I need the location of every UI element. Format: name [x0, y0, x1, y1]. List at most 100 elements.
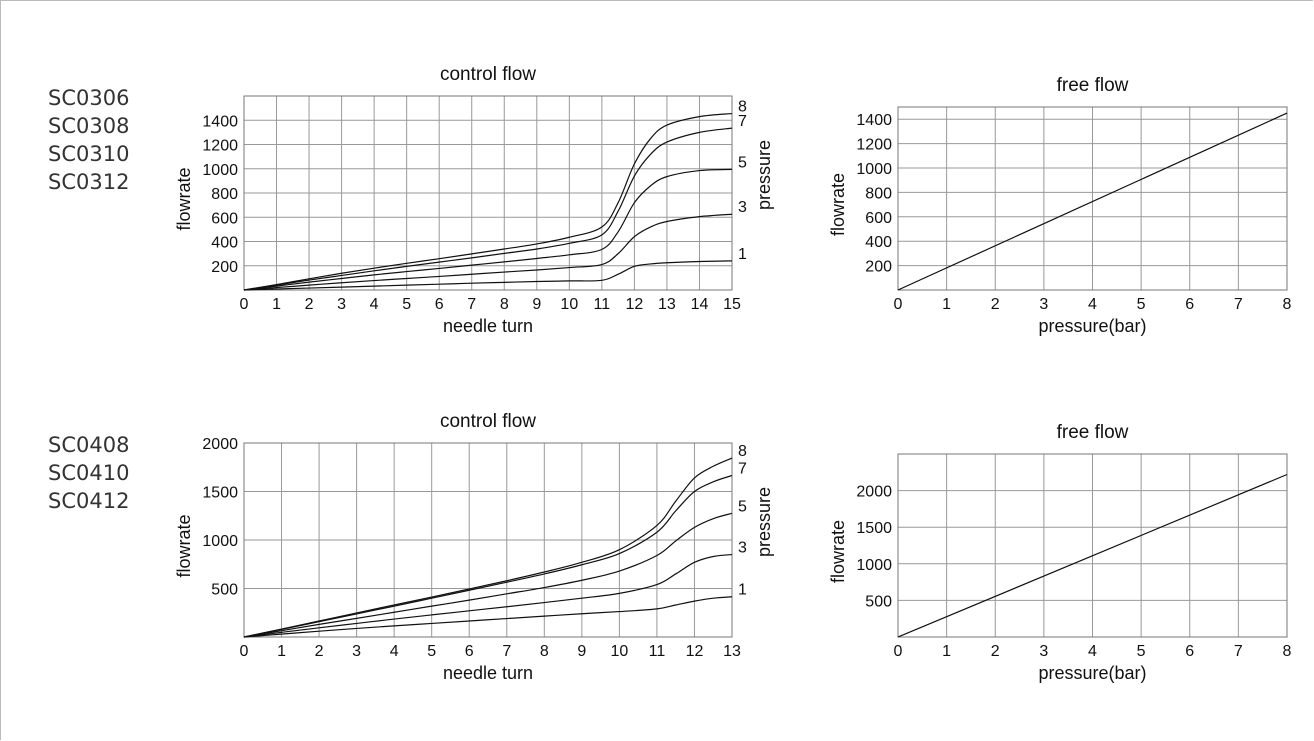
model-label: SC0306 [48, 86, 130, 110]
series-line [243, 213, 733, 291]
series-line [243, 127, 733, 291]
y-tick-label: 400 [865, 234, 892, 251]
y-tick-label: 1500 [856, 520, 892, 537]
x-tick-label: 6 [1185, 296, 1194, 313]
x-tick-label: 14 [691, 296, 709, 313]
model-list-2: SC0408 SC0410 SC0412 [48, 431, 129, 515]
x-tick-label: 13 [723, 643, 741, 660]
series-line [243, 168, 733, 291]
y-tick-label: 1200 [856, 137, 892, 154]
x-tick-label: 8 [540, 643, 549, 660]
x-tick-label: 3 [352, 643, 361, 660]
chart-title: control flow [440, 411, 536, 432]
series-label: 5 [738, 498, 747, 515]
y-tick-label: 1200 [202, 138, 238, 155]
model-list-1: SC0306 SC0308 SC0310 SC0312 [48, 84, 129, 196]
series-line [243, 260, 733, 291]
x-tick-label: 4 [390, 643, 399, 660]
y-tick-label: 2000 [856, 484, 892, 501]
plot-frame [243, 95, 733, 291]
x-tick-label: 13 [658, 296, 676, 313]
grid [243, 442, 733, 637]
chart-title: free flow [1057, 422, 1129, 443]
y-tick-label: 200 [865, 259, 892, 276]
x-tick-label: 15 [723, 296, 741, 313]
series-label: 3 [738, 540, 747, 557]
x-tick-label: 1 [277, 643, 286, 660]
plot-frame [897, 453, 1288, 638]
x-tick-label: 4 [1088, 296, 1097, 313]
x-tick-label: 3 [1039, 296, 1048, 313]
series-label: 1 [738, 582, 747, 599]
series-label: 8 [738, 99, 747, 116]
y-tick-label: 1500 [202, 485, 238, 502]
x-axis-label: pressure(bar) [1038, 663, 1146, 683]
series-label: 3 [738, 199, 747, 216]
x-tick-label: 4 [370, 296, 379, 313]
series-label: 1 [738, 246, 747, 263]
x-tick-label: 9 [577, 643, 586, 660]
x-tick-label: 7 [467, 296, 476, 313]
chart-title: control flow [440, 64, 536, 85]
series-line [897, 473, 1288, 638]
chart-ff2: 0 1 2 3 4 5 6 7 8 500 1000 1500 2000 free flow pressur… [828, 422, 1292, 683]
y-tick-label: 500 [211, 582, 238, 599]
x-tick-label: 4 [1088, 643, 1097, 660]
model-label: SC0308 [48, 114, 130, 138]
x-tick-label: 5 [402, 296, 411, 313]
plot-frame [897, 106, 1288, 291]
x-tick-label: 7 [1234, 296, 1243, 313]
grid [897, 454, 1288, 637]
chart-ff1: 0 1 2 3 4 5 6 7 8 200 400 600 800 1000 1200 1400 free fl… [828, 75, 1292, 336]
x-tick-label: 8 [1283, 643, 1292, 660]
x-tick-label: 8 [500, 296, 509, 313]
x-tick-label: 11 [594, 296, 611, 313]
y-tick-label: 600 [211, 210, 238, 227]
model-label: SC0408 [48, 433, 130, 457]
series-line [243, 596, 733, 638]
y-tick-label: 1000 [202, 533, 238, 550]
y-tick-label: 200 [211, 259, 238, 276]
x-tick-label: 9 [532, 296, 541, 313]
y-axis-label: flowrate [174, 514, 194, 577]
x-axis-label: pressure(bar) [1038, 316, 1146, 336]
series-line [243, 474, 733, 638]
y-tick-label: 600 [865, 210, 892, 227]
x-tick-label: 8 [1283, 296, 1292, 313]
y-tick-label: 1000 [856, 557, 892, 574]
x-tick-label: 2 [991, 643, 1000, 660]
y2-axis-label: pressure [754, 487, 774, 557]
x-tick-label: 1 [272, 296, 281, 313]
x-tick-label: 0 [894, 643, 903, 660]
model-label: SC0312 [48, 170, 130, 194]
grid [243, 96, 733, 290]
x-tick-label: 2 [991, 296, 1000, 313]
x-tick-label: 0 [240, 643, 249, 660]
series-label: 8 [738, 443, 747, 460]
x-tick-label: 6 [1185, 643, 1194, 660]
x-tick-label: 2 [305, 296, 314, 313]
x-tick-label: 0 [894, 296, 903, 313]
y-tick-label: 500 [865, 593, 892, 610]
y-axis-label: flowrate [828, 173, 848, 236]
y-axis-label: flowrate [828, 520, 848, 583]
series-line [243, 457, 733, 638]
model-label: SC0412 [48, 489, 130, 513]
plot-frame [243, 442, 733, 638]
x-tick-label: 5 [1137, 296, 1146, 313]
y-tick-label: 1400 [202, 113, 238, 130]
x-tick-label: 10 [610, 643, 628, 660]
x-tick-label: 1 [942, 296, 951, 313]
x-tick-label: 6 [435, 296, 444, 313]
chart-cf1: 0 1 2 3 4 5 6 7 8 9 10 11 12 13 14 15200400600800100012… [174, 64, 774, 336]
series-line [243, 512, 733, 638]
y2-axis-label: pressure [754, 140, 774, 210]
series-line [243, 553, 733, 638]
y-tick-label: 1000 [856, 161, 892, 178]
x-tick-label: 5 [1137, 643, 1146, 660]
series-label: 5 [738, 154, 747, 171]
model-label: SC0310 [48, 142, 130, 166]
x-tick-label: 5 [427, 643, 436, 660]
